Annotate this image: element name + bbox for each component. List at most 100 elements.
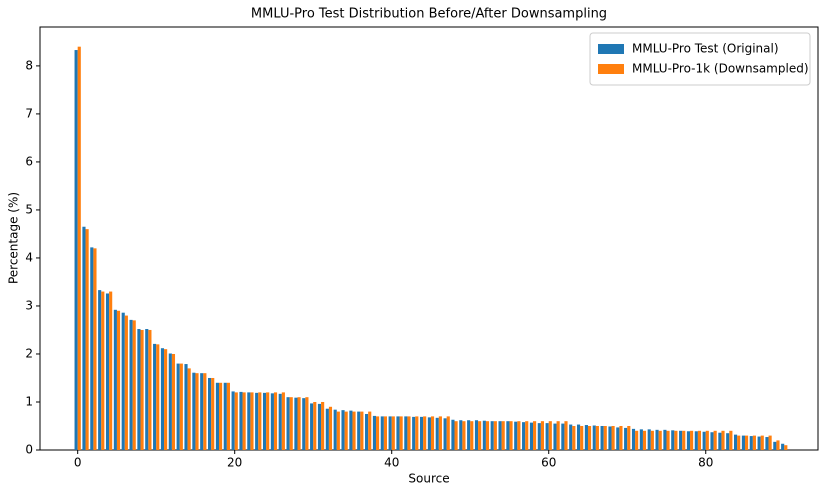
bar — [733, 434, 738, 450]
bar — [679, 430, 683, 450]
bar — [321, 401, 325, 450]
bar — [561, 423, 565, 450]
bar — [294, 397, 298, 450]
bar — [784, 445, 788, 450]
bar — [525, 421, 529, 450]
bar — [242, 392, 246, 450]
bar — [454, 421, 458, 450]
bar — [399, 416, 403, 450]
bar — [438, 416, 442, 450]
bar — [776, 440, 780, 450]
bar — [360, 411, 364, 450]
bar — [310, 403, 314, 450]
bar — [752, 435, 756, 450]
bar — [760, 435, 764, 450]
legend-swatch — [598, 64, 624, 74]
bar — [164, 349, 168, 450]
bar — [616, 427, 620, 450]
bar — [109, 291, 113, 450]
bar — [765, 437, 769, 450]
bar — [474, 420, 479, 450]
bar — [446, 416, 450, 450]
bar — [781, 443, 785, 450]
bar — [749, 436, 753, 450]
bar — [352, 411, 356, 450]
bar — [383, 416, 387, 450]
bar — [258, 392, 262, 450]
bar — [200, 373, 204, 450]
bar — [278, 393, 282, 450]
bar — [608, 426, 612, 450]
bar — [160, 348, 165, 450]
bar — [391, 416, 395, 450]
bar — [435, 417, 439, 450]
bar — [357, 411, 361, 450]
bar — [368, 411, 372, 450]
bar — [467, 420, 471, 450]
bar — [404, 416, 408, 450]
bar — [462, 421, 466, 450]
bar — [171, 353, 176, 450]
bar — [682, 430, 686, 450]
x-tick-label: 60 — [541, 456, 556, 470]
bar — [729, 430, 733, 450]
bar — [82, 226, 86, 450]
bar — [317, 403, 322, 450]
bar — [223, 382, 227, 450]
y-tick-label: 7 — [25, 106, 33, 120]
bar — [595, 425, 599, 450]
bar — [674, 430, 678, 450]
bar — [478, 421, 482, 450]
bar — [580, 425, 584, 450]
bar — [721, 430, 725, 450]
bar — [77, 46, 81, 451]
bar — [490, 421, 494, 450]
bar — [376, 416, 380, 450]
bar — [713, 430, 717, 450]
y-tick-label: 2 — [25, 346, 33, 360]
bar — [208, 377, 212, 450]
y-tick-label: 0 — [25, 443, 33, 457]
bar — [548, 421, 552, 450]
bar — [215, 382, 219, 450]
bar — [179, 363, 183, 450]
bar — [501, 421, 505, 450]
bar — [412, 416, 416, 450]
bar — [600, 425, 604, 450]
bar — [697, 430, 702, 450]
bar — [281, 392, 285, 450]
bar — [328, 406, 333, 450]
bar — [101, 291, 105, 450]
bar — [124, 315, 128, 450]
bar — [74, 50, 78, 450]
bar — [757, 436, 761, 450]
bar — [415, 416, 419, 450]
bar — [611, 425, 615, 450]
bar — [297, 397, 301, 450]
bar — [694, 431, 698, 450]
chart-title: MMLU-Pro Test Distribution Before/After … — [251, 7, 607, 22]
bar — [113, 309, 117, 450]
bar — [451, 419, 455, 450]
bar — [587, 425, 592, 450]
bar — [121, 312, 125, 450]
bar — [498, 421, 502, 450]
bar — [737, 435, 741, 450]
bar — [540, 421, 545, 450]
bar — [333, 409, 337, 450]
bar — [642, 430, 647, 450]
bar — [482, 420, 486, 450]
bar — [372, 415, 377, 450]
bar — [584, 425, 588, 450]
bar — [423, 416, 427, 450]
bar — [145, 329, 149, 450]
x-tick-label: 0 — [74, 456, 82, 470]
bar — [522, 422, 526, 450]
bar — [289, 397, 293, 450]
bar — [631, 428, 636, 450]
bar — [658, 430, 662, 450]
bar — [239, 391, 243, 450]
bar — [168, 353, 172, 450]
